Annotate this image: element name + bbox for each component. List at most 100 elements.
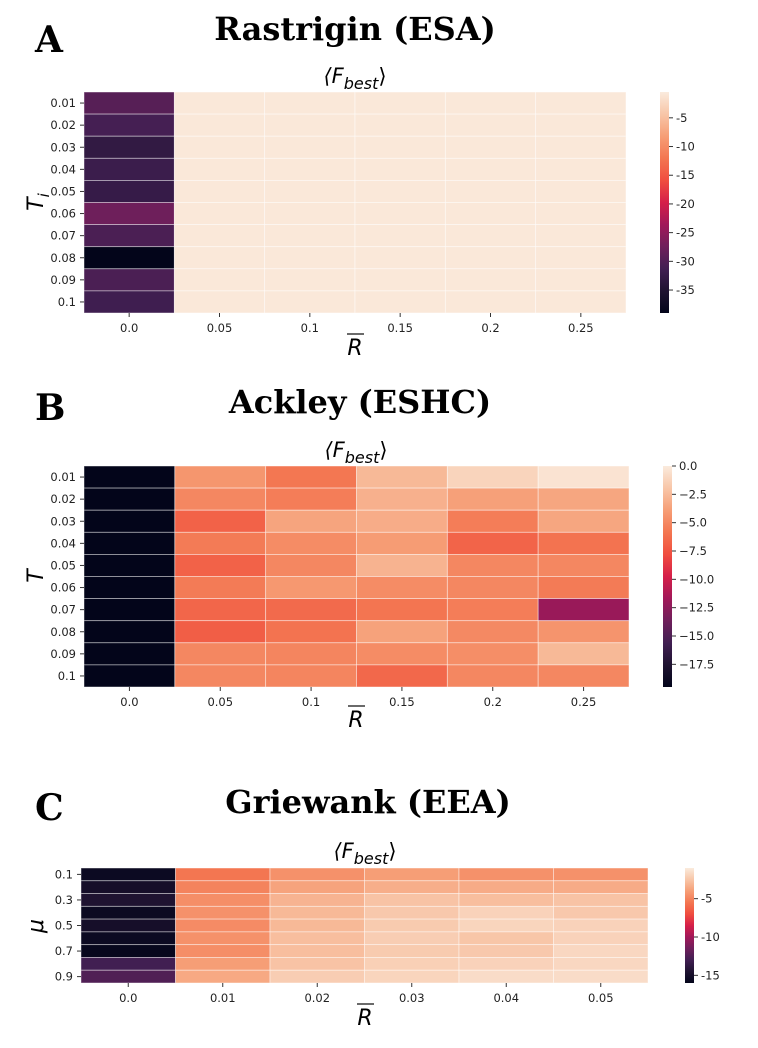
heatmap-cell-r0-c5 [535,91,627,115]
heatmap-cell-r5-c0 [83,576,176,600]
y-tick-label: 0.1 [55,867,73,881]
heatmap-cell-r4-c0 [83,554,176,577]
colorbar [685,868,694,983]
heatmap-cell-r6-c4 [458,944,554,958]
heatmap-cell-r7-c4 [458,957,554,971]
heatmap-cell-r5-c0 [80,931,176,946]
heatmap-cell-r6-c5 [535,224,627,248]
y-tick-label: 0.08 [50,625,76,639]
heatmap-cell-r1-c3 [356,487,448,511]
heatmap-cell-r9-c0 [83,664,176,688]
y-tick-label: 0.06 [50,581,76,595]
x-tick-label: 0.0 [120,695,138,709]
heatmap-cell-r3-c2 [264,157,356,181]
heatmap-cell-r5-c5 [535,202,627,226]
heatmap-cell-r9-c4 [446,664,539,688]
colorbar-tick-label: -5 [676,111,687,125]
heatmap-cell-r5-c3 [364,931,460,946]
colorbar-tick-label: 0.0 [679,459,697,473]
heatmap-cell-r0-c3 [364,867,460,882]
heatmap-cell-r4-c1 [173,179,266,203]
x-tick-label: 0.25 [571,695,597,709]
subtitle-main: ⟨F [333,839,354,863]
heatmap-cell-r1-c1 [175,880,271,894]
chart-subtitle: ⟨Fbest⟩ [323,64,386,93]
y-axis-label-main: T [24,568,49,583]
colorbar-tick-label: -25 [676,226,695,240]
heatmap-cell-r1-c2 [269,880,365,894]
heatmap-cell-r8-c5 [553,969,649,984]
heatmap-cell-r9-c1 [174,664,267,688]
heatmap-panel-b: B Ackley (ESHC) ⟨Fbest⟩ 0.0 0.05 0.1 0.15 0.2 0.… [24,383,714,733]
heatmap-cell-r4-c2 [269,918,365,933]
heatmap-cell-r0-c2 [264,91,356,115]
heatmap-cell-r8-c5 [537,642,630,666]
heatmap-cell-r5-c4 [446,576,539,600]
heatmap-cell-r0-c0 [80,867,176,882]
heatmap-cell-r6-c3 [356,598,448,622]
heatmap-cell-r7-c1 [175,957,271,971]
heatmap-cell-r2-c0 [83,135,175,159]
y-tick-label: 0.7 [55,944,73,958]
heatmap-cell-r3-c1 [175,905,271,920]
subtitle-close: ⟩ [378,64,386,88]
heatmap-cell-r0-c0 [83,465,176,489]
heatmap-cell-r4-c4 [446,554,539,577]
heatmap-cell-r6-c2 [264,224,356,248]
heatmap-cell-r0-c2 [265,465,357,489]
x-tick-label: 0.15 [387,321,413,335]
heatmap-cell-r9-c5 [535,290,627,314]
heatmap-cell-r0-c3 [356,465,448,489]
heatmap-cell-r1-c0 [80,880,176,894]
heatmap-cell-r2-c4 [444,135,537,159]
heatmap-cell-r1-c2 [264,113,356,137]
heatmap-cell-r2-c1 [175,893,271,907]
y-axis-label-main: T [24,196,49,211]
x-tick-label: 0.2 [484,695,502,709]
heatmap-cell-r7-c1 [174,620,267,644]
colorbar-tick-label: -10 [676,140,695,154]
heatmap-cell-r4-c5 [535,179,627,203]
heatmap-cell-r5-c1 [173,202,266,226]
heatmap-cell-r9-c3 [356,664,448,688]
heatmap-cell-r0-c1 [175,867,271,882]
y-tick-label: 0.1 [58,669,76,683]
y-tick-label: 0.5 [55,919,73,933]
heatmap-cell-r9-c3 [354,290,446,314]
heatmap-cell-r4-c2 [265,554,357,577]
colorbar-tick-label: −17.5 [679,657,714,671]
heatmap-cell-r2-c1 [173,135,266,159]
heatmap-cell-r5-c3 [354,202,446,226]
heatmap-cell-r4-c3 [354,179,446,203]
colorbar-tick-label: -5 [701,892,712,906]
heatmap-cell-r3-c4 [446,531,539,555]
heatmap-cell-r4-c2 [264,179,356,203]
heatmap-cell-r6-c1 [173,224,266,248]
heatmap-cell-r7-c1 [173,246,266,270]
heatmap-cell-r4-c1 [174,554,267,577]
heatmap-cell-r3-c3 [364,905,460,920]
heatmap-cell-r1-c4 [444,113,537,137]
heatmap-cell-r7-c3 [354,246,446,270]
colorbar-tick-label: -10 [701,930,720,944]
heatmap-cell-r7-c4 [446,620,539,644]
heatmap-cell-r4-c5 [537,554,630,577]
heatmap-cell-r0-c2 [269,867,365,882]
heatmap-cell-r1-c0 [83,487,176,511]
x-tick-label: 0.05 [207,321,233,335]
heatmap-cell-r9-c2 [265,664,357,688]
x-axis-label: R [348,708,363,733]
heatmap-cell-r1-c4 [458,880,554,894]
heatmap-cell-r5-c5 [537,576,630,600]
subtitle-subscript: best [354,849,389,868]
heatmap-cell-r2-c0 [80,893,176,907]
heatmap-cell-r8-c4 [446,642,539,666]
heatmap-cell-r3-c0 [80,905,176,920]
heatmap-cell-r5-c4 [458,931,554,946]
heatmap-cell-r8-c4 [458,969,554,984]
y-tick-label: 0.04 [50,536,76,550]
subtitle-subscript: best [345,448,380,467]
heatmap-cell-r8-c2 [269,969,365,984]
heatmap-cell-r5-c2 [265,576,357,600]
